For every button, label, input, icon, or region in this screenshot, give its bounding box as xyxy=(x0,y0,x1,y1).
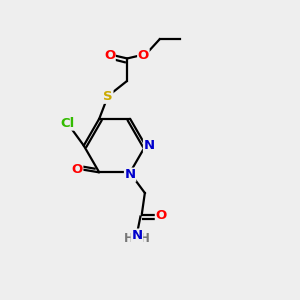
Text: O: O xyxy=(104,49,115,62)
Text: O: O xyxy=(138,49,149,62)
Text: S: S xyxy=(103,90,113,103)
Text: H: H xyxy=(140,232,150,245)
Text: N: N xyxy=(144,139,155,152)
Text: Cl: Cl xyxy=(60,117,75,130)
Text: O: O xyxy=(155,208,167,222)
Text: N: N xyxy=(124,168,136,181)
Text: H: H xyxy=(124,232,134,245)
Text: O: O xyxy=(71,163,83,176)
Text: N: N xyxy=(131,229,142,242)
